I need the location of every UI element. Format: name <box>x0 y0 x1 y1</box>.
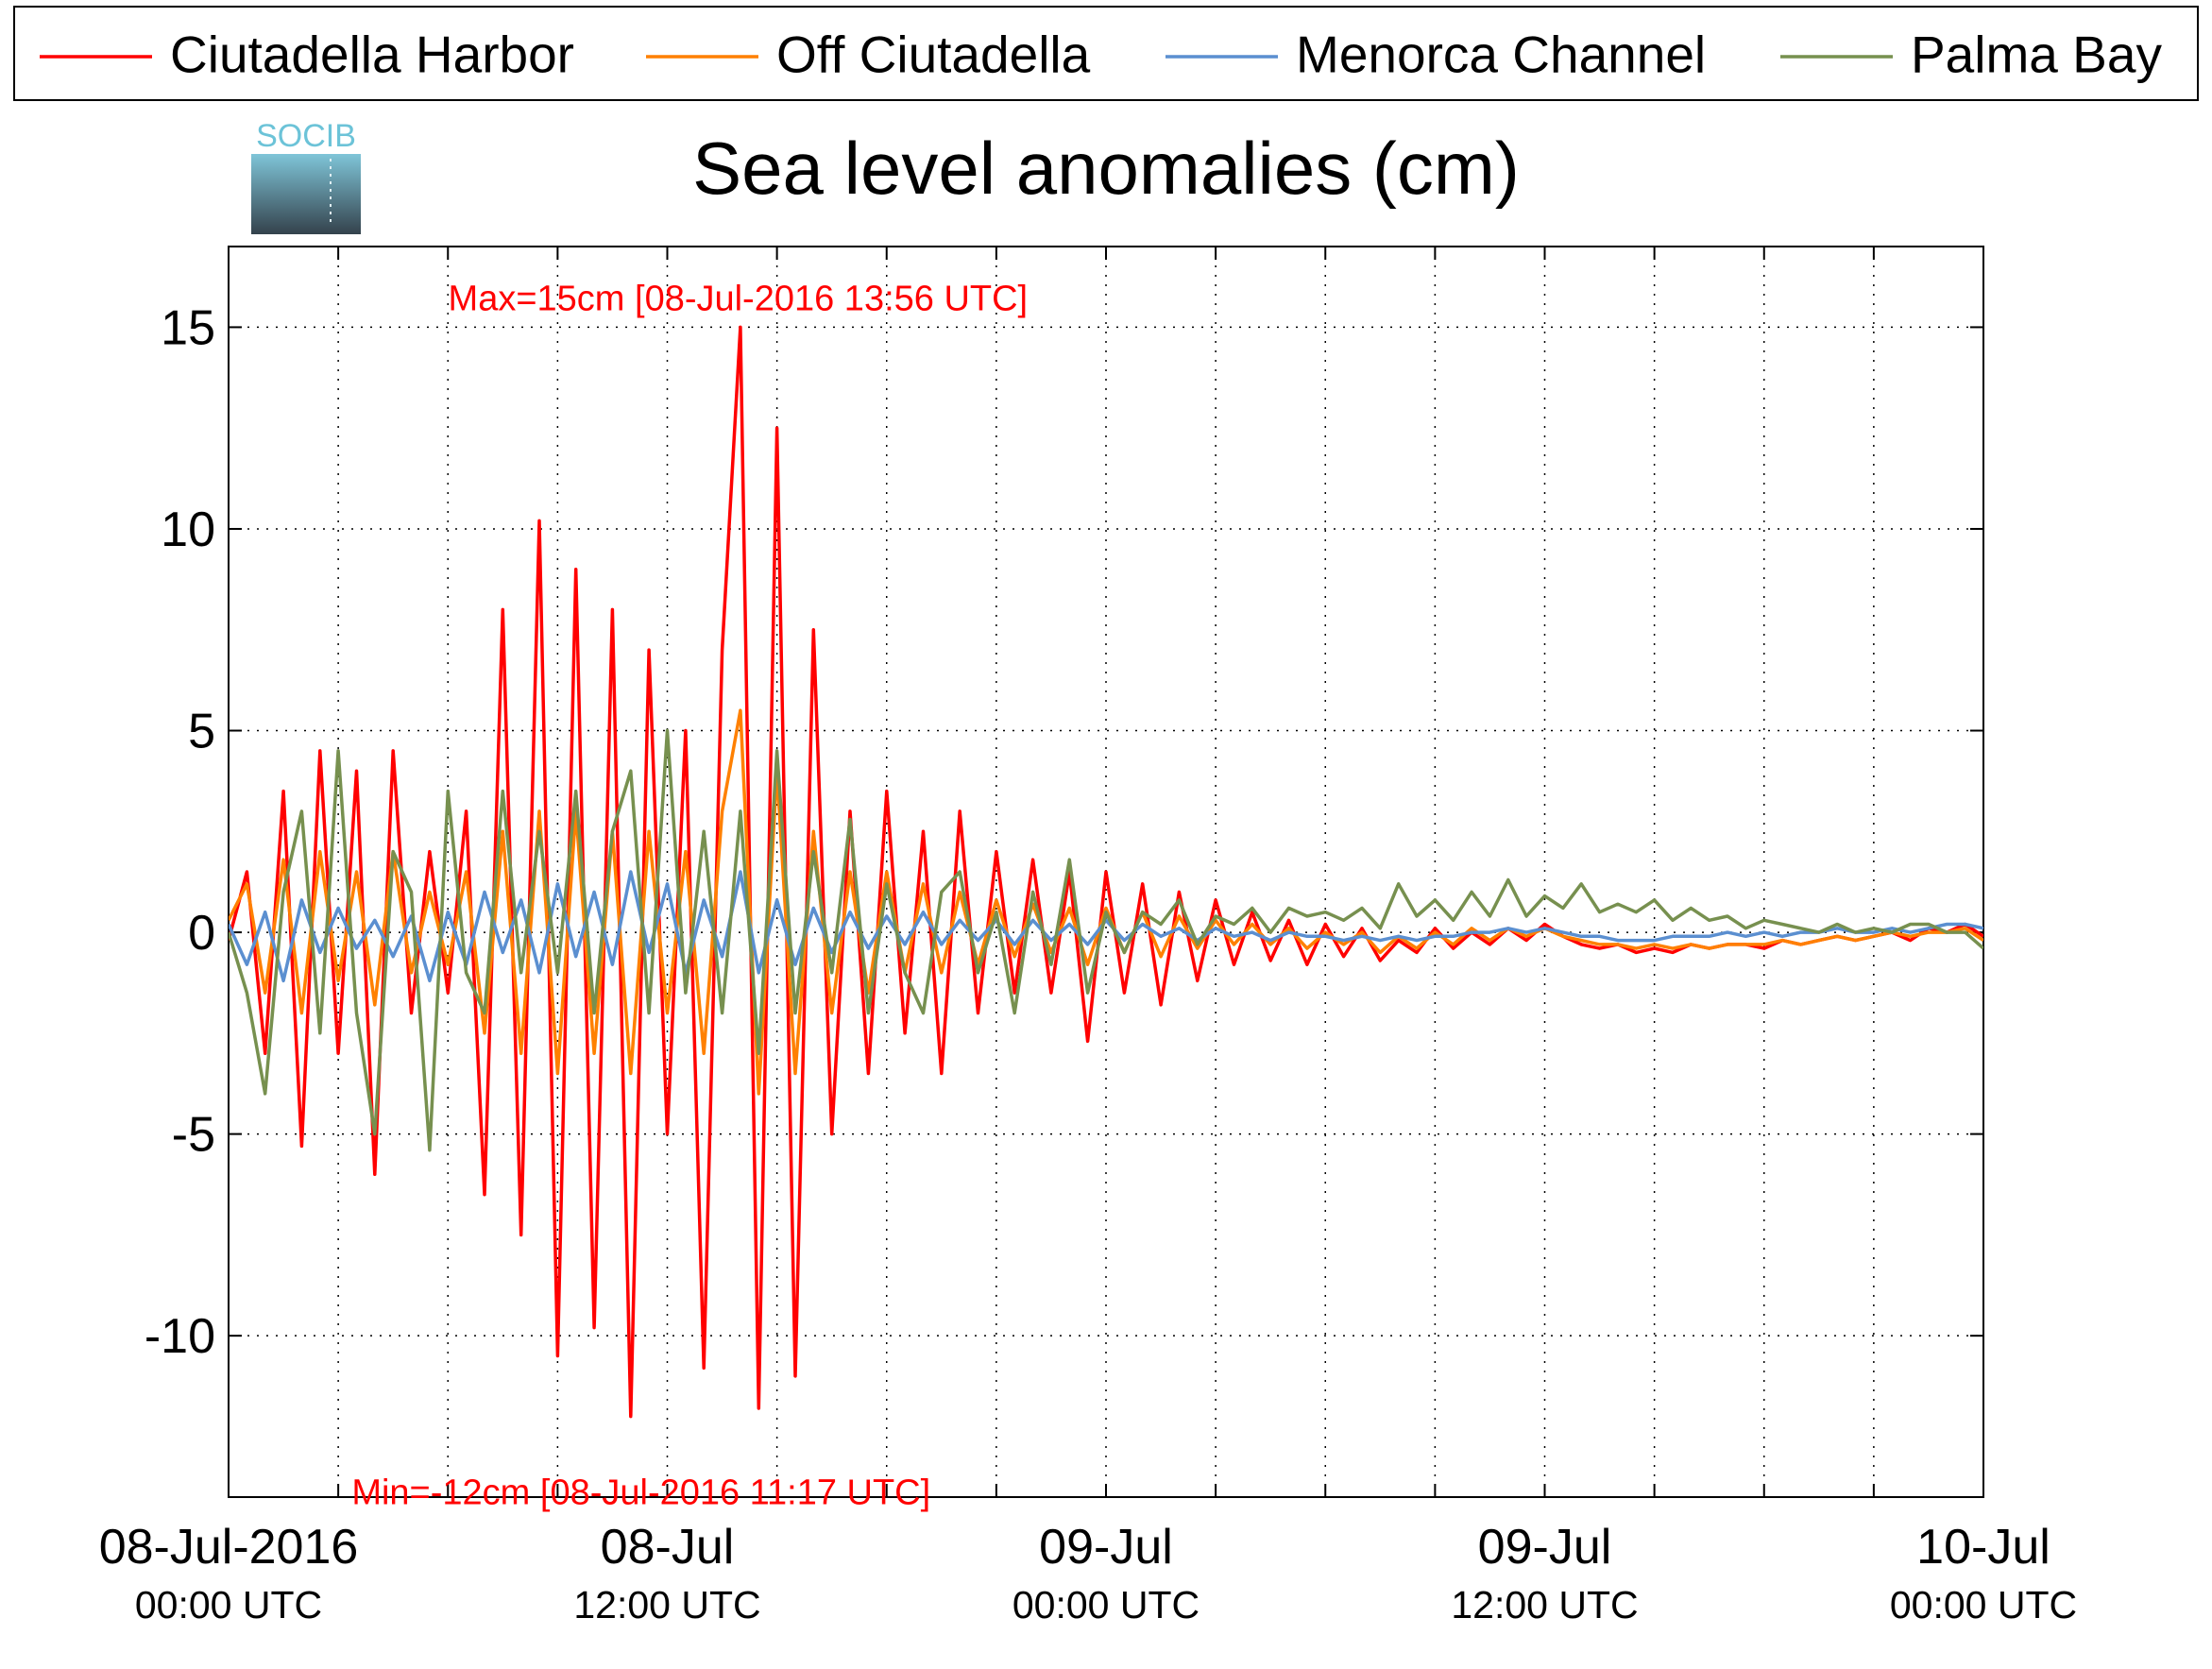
logo-image <box>251 154 361 234</box>
logo: SOCIB <box>251 118 361 234</box>
series-line <box>229 708 1983 1096</box>
x-tick-label: 08-Jul-2016 <box>99 1520 359 1575</box>
series-line <box>229 870 1983 983</box>
y-tick-label: 0 <box>188 906 215 961</box>
y-tick-label: 15 <box>161 300 215 355</box>
annotation: Max=15cm [08-Jul-2016 13:56 UTC] <box>449 279 1029 318</box>
legend-label: Off Ciutadella <box>776 26 1091 84</box>
x-tick-sublabel: 00:00 UTC <box>1890 1583 2077 1626</box>
legend-label: Menorca Channel <box>1296 26 1706 84</box>
chart-title: Sea level anomalies (cm) <box>692 127 1520 210</box>
y-tick-label: 10 <box>161 502 215 557</box>
y-tick-label: -10 <box>145 1309 215 1364</box>
x-tick-sublabel: 12:00 UTC <box>1451 1583 1638 1626</box>
x-tick-sublabel: 00:00 UTC <box>135 1583 322 1626</box>
y-tick-label: 5 <box>188 705 215 759</box>
legend-box <box>13 6 2199 101</box>
x-tick-label: 10-Jul <box>1916 1520 2050 1575</box>
legend-label: Ciutadella Harbor <box>170 26 574 84</box>
plot-lines <box>229 325 1983 1419</box>
x-tick-sublabel: 00:00 UTC <box>1012 1583 1200 1626</box>
x-tick-sublabel: 12:00 UTC <box>573 1583 760 1626</box>
x-tick-label: 08-Jul <box>601 1520 735 1575</box>
x-tick-label: 09-Jul <box>1478 1520 1612 1575</box>
series-line <box>229 728 1983 1152</box>
y-tick-label: -5 <box>172 1108 215 1163</box>
legend-label: Palma Bay <box>1911 26 2162 84</box>
x-tick-label: 09-Jul <box>1039 1520 1173 1575</box>
logo-text: SOCIB <box>256 118 356 154</box>
annotation: Min=-12cm [08-Jul-2016 11:17 UTC] <box>351 1473 930 1513</box>
